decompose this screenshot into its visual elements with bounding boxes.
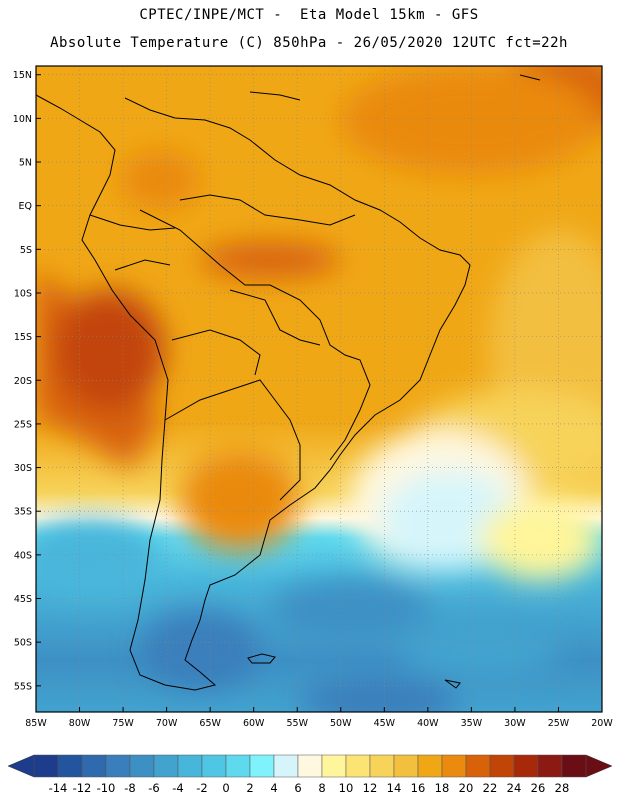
- colorbar-swatch: [561, 754, 587, 778]
- colorbar-label: 12: [363, 781, 378, 795]
- lat-label: 20S: [14, 376, 32, 387]
- colorbar-swatch: [441, 754, 467, 778]
- lon-label: 30W: [504, 718, 526, 729]
- lat-label: 35S: [14, 507, 32, 518]
- colorbar: -14 -12 -10 -8 -6 -4 -2 0 2 4 6 8 10 12 14 16 18 20 22 24 26…: [7, 754, 613, 795]
- colorbar-label: 0: [222, 781, 229, 795]
- lat-label: 10S: [14, 288, 32, 299]
- colorbar-label: 22: [483, 781, 498, 795]
- colorbar-swatch: [81, 754, 107, 778]
- colorbar-label: 28: [555, 781, 570, 795]
- colorbar-swatch: [153, 754, 179, 778]
- lat-label: 25S: [14, 419, 32, 430]
- colorbar-swatch: [321, 754, 347, 778]
- colorbar-label: 8: [318, 781, 325, 795]
- colorbar-label: -12: [73, 781, 92, 795]
- coastline: [36, 74, 541, 691]
- colorbar-label: 26: [531, 781, 546, 795]
- lat-label: 5N: [19, 158, 32, 169]
- colorbar-label: -4: [172, 781, 183, 795]
- lon-label: 35W: [461, 718, 483, 729]
- lat-label: 10N: [13, 114, 32, 125]
- colorbar-swatch: [297, 754, 323, 778]
- colorbar-swatch: [465, 754, 491, 778]
- lat-label: 15N: [13, 70, 32, 81]
- colorbar-swatch: [129, 754, 155, 778]
- lon-label: 75W: [112, 718, 134, 729]
- colorbar-swatch: [201, 754, 227, 778]
- colorbar-swatch: [273, 754, 299, 778]
- lon-label: 70W: [156, 718, 178, 729]
- colorbar-label: -2: [196, 781, 207, 795]
- colorbar-label: 2: [246, 781, 253, 795]
- title-line-1: CPTEC/INPE/MCT - Eta Model 15km - GFS: [139, 7, 479, 23]
- colorbar-label: 4: [270, 781, 277, 795]
- lon-label: 85W: [25, 718, 47, 729]
- lat-label: 55S: [14, 681, 32, 692]
- colorbar-swatch: [489, 754, 515, 778]
- lat-label: 30S: [14, 463, 32, 474]
- lon-label: 55W: [286, 718, 308, 729]
- map-frame: [35, 65, 603, 713]
- colorbar-under-arrow: [7, 754, 35, 778]
- lat-label: 50S: [14, 638, 32, 649]
- lat-label: 15S: [14, 332, 32, 343]
- lon-label: 45W: [374, 718, 396, 729]
- lat-label: 45S: [14, 594, 32, 605]
- lon-label: 65W: [199, 718, 221, 729]
- colorbar-label: 16: [411, 781, 426, 795]
- colorbar-label: -8: [124, 781, 135, 795]
- lon-label: 60W: [243, 718, 265, 729]
- colorbar-swatch: [57, 754, 83, 778]
- colorbar-swatch: [369, 754, 395, 778]
- colorbar-swatch: [417, 754, 443, 778]
- colorbar-label: 24: [507, 781, 522, 795]
- colorbar-swatch: [105, 754, 131, 778]
- colorbar-swatch: [345, 754, 371, 778]
- colorbar-label: -10: [97, 781, 116, 795]
- colorbar-label: 10: [339, 781, 354, 795]
- title-line-2: Absolute Temperature (C) 850hPa - 26/05/…: [50, 35, 568, 51]
- lon-label: 50W: [330, 718, 352, 729]
- lat-label: 5S: [20, 245, 32, 256]
- colorbar-over-arrow: [585, 754, 613, 778]
- temperature-field: [36, 66, 602, 712]
- colorbar-label: -6: [148, 781, 159, 795]
- colorbar-swatch: [393, 754, 419, 778]
- lon-label: 20W: [591, 718, 613, 729]
- lon-label: 40W: [417, 718, 439, 729]
- colorbar-swatch: [249, 754, 275, 778]
- colorbar-swatch: [177, 754, 203, 778]
- colorbar-label: 14: [387, 781, 402, 795]
- colorbar-swatch: [225, 754, 251, 778]
- colorbar-swatch: [537, 754, 563, 778]
- temperature-map: 15N 10N 5N EQ 5S 10S 15S 20S 25S 30S 35S 40S 45S 50S 5…: [13, 65, 613, 729]
- lon-label: 25W: [548, 718, 570, 729]
- lat-label: 40S: [14, 550, 32, 561]
- colorbar-swatch: [513, 754, 539, 778]
- colorbar-label: 18: [435, 781, 450, 795]
- lat-label: EQ: [19, 201, 32, 212]
- colorbar-swatch: [33, 754, 59, 778]
- colorbar-label: -14: [49, 781, 68, 795]
- colorbar-label: 20: [459, 781, 474, 795]
- colorbar-label: 6: [294, 781, 301, 795]
- lon-label: 80W: [69, 718, 91, 729]
